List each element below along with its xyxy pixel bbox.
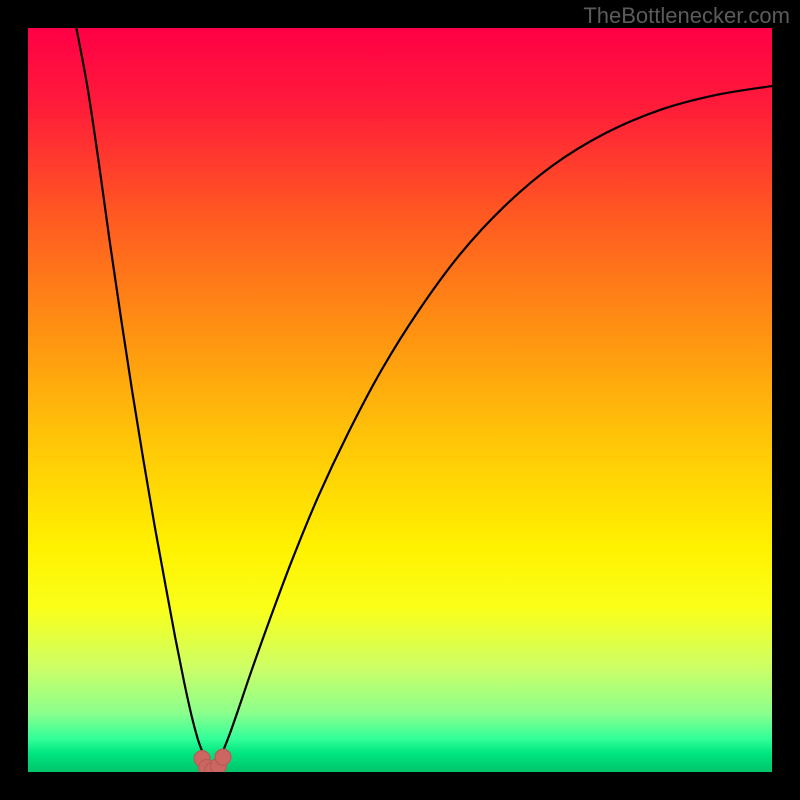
bottleneck-chart	[28, 28, 772, 772]
trough-mark	[215, 749, 231, 765]
watermark-label: TheBottlenecker.com	[583, 3, 790, 29]
